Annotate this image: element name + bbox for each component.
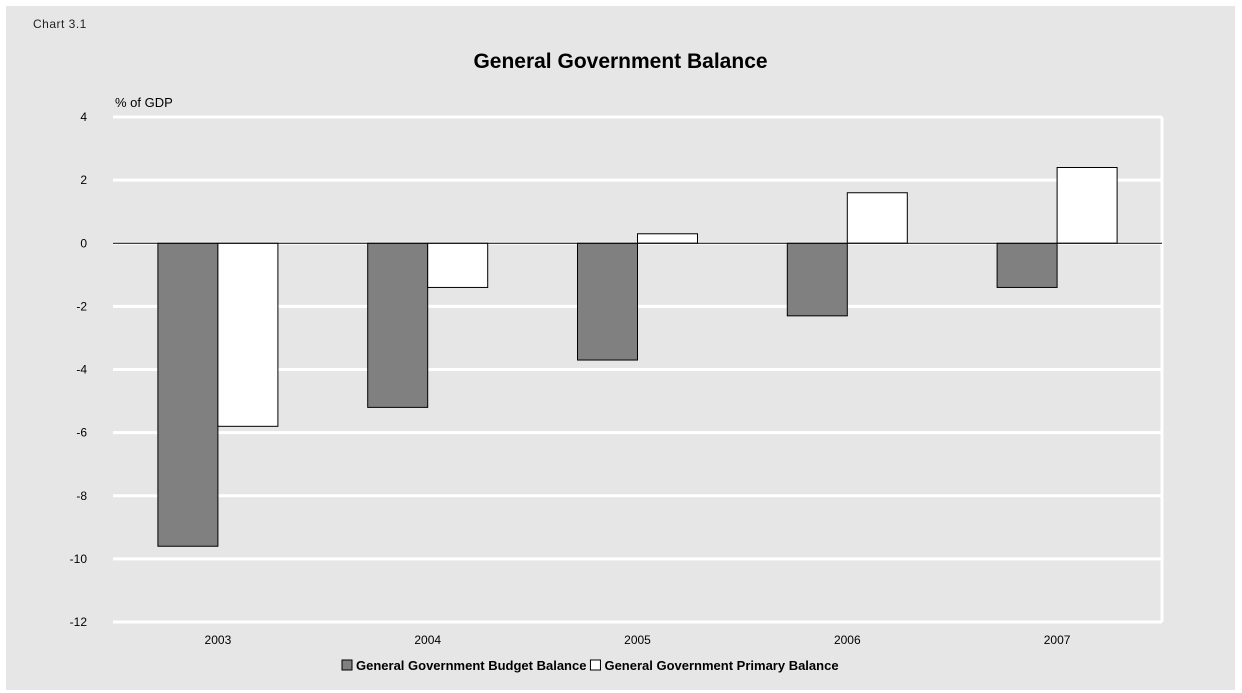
legend-swatch: [341, 659, 353, 671]
chart-title: General Government Balance: [473, 50, 768, 73]
y-tick-label: -8: [76, 489, 87, 503]
bar-budget-balance-2005: [577, 242, 638, 361]
y-tick-label: -10: [70, 552, 88, 566]
chart-number-label: Chart 3.1: [33, 17, 87, 31]
legend-entry: General Government Primary Balance: [604, 658, 838, 673]
chart-svg: 420-2-4-6-8-10-12 % of GDP 2003 2004 2005 2…: [70, 95, 1164, 673]
x-tick-label: 2005: [624, 633, 651, 647]
y-tick-label: -12: [70, 615, 88, 629]
bars: [157, 167, 1118, 547]
legend-entry: General Government Budget Balance: [356, 658, 586, 673]
x-tick-label: 2003: [205, 633, 232, 647]
y-axis-label: % of GDP: [115, 95, 173, 110]
y-tick-label: -6: [76, 426, 87, 440]
y-tick-label: -4: [76, 363, 87, 377]
y-axis-ticks: 4 2 0 -2 -4 -6 -8 -10 -12: [70, 110, 88, 629]
bar-primary-balance-2003: [217, 242, 279, 427]
bar-budget-balance-2006: [786, 242, 848, 317]
y-tick-label: 0: [80, 236, 87, 250]
bar-primary-balance-2005: [637, 233, 698, 244]
x-tick-label: 2004: [414, 633, 441, 647]
bar-primary-balance-2004: [427, 242, 489, 288]
x-axis-ticks: 2003 2004 2005 2006 2007: [205, 633, 1071, 647]
bar-primary-balance-2006: [846, 192, 908, 244]
legend-swatch: [589, 659, 601, 671]
x-tick-label: 2006: [834, 633, 861, 647]
bar-budget-balance-2004: [367, 242, 429, 408]
y-tick-label: 4: [80, 110, 87, 124]
x-tick-label: 2007: [1044, 633, 1071, 647]
bar-budget-balance-2007: [996, 242, 1058, 288]
bar-primary-balance-2007: [1056, 167, 1118, 244]
y-tick-label: 2: [80, 173, 87, 187]
y-tick-label: -2: [76, 299, 87, 313]
legend: General Government Budget Balance General…: [341, 658, 839, 673]
bar-budget-balance-2003: [157, 242, 219, 547]
